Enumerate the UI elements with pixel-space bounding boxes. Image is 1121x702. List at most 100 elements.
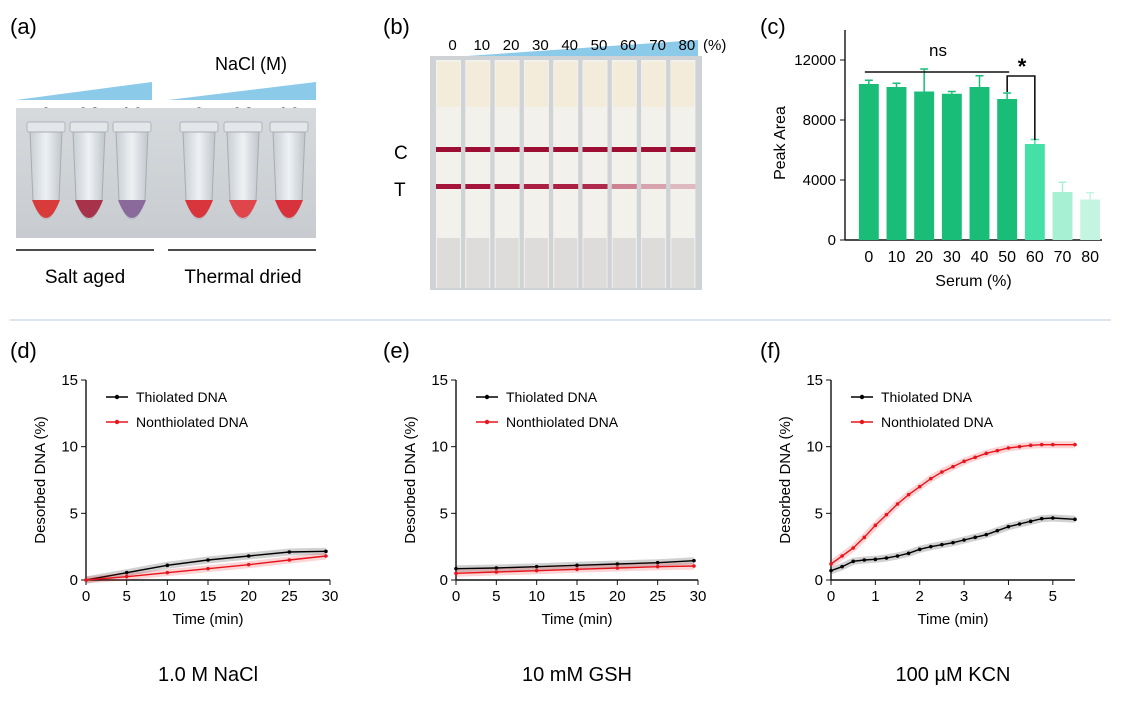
data-point <box>246 554 251 558</box>
test-line <box>436 184 461 189</box>
data-point <box>1006 524 1011 529</box>
tube-cap <box>179 121 219 133</box>
data-point <box>1028 519 1033 524</box>
tube-cap <box>69 121 109 133</box>
data-point <box>829 568 833 573</box>
strip-absorbent-pad <box>612 238 636 288</box>
x-tick-label: 5 <box>1049 588 1057 605</box>
x-tick-label: 5 <box>122 588 130 605</box>
data-point <box>1073 442 1077 447</box>
strip-sample-pad <box>437 62 460 107</box>
data-point <box>851 546 855 550</box>
data-point <box>984 451 989 456</box>
percent-label: 0 <box>448 37 456 54</box>
control-line <box>611 147 637 152</box>
gradient-wedge-thermal <box>168 82 316 100</box>
y-tick-label: 0 <box>440 572 448 589</box>
data-point <box>615 566 620 570</box>
strips <box>436 60 696 288</box>
control-line <box>582 147 608 152</box>
tube-cap <box>269 121 309 133</box>
test-line <box>553 184 579 189</box>
data-point <box>984 532 989 537</box>
gradient-wedge-salt <box>16 82 152 100</box>
x-tick-label: 25 <box>649 588 666 605</box>
data-point <box>1051 442 1055 447</box>
control-line <box>436 147 461 152</box>
data-point <box>165 563 170 568</box>
strip-sample-pad <box>583 62 607 107</box>
data-point <box>287 558 292 562</box>
strip-absorbent-pad <box>437 238 460 288</box>
legend-label: Nonthiolated DNA <box>136 414 249 430</box>
x-tick-label: 60 <box>1026 249 1044 266</box>
data-point <box>165 570 170 575</box>
data-point <box>862 558 867 562</box>
data-point <box>287 550 292 554</box>
test-line <box>465 184 491 189</box>
data-point <box>929 476 933 481</box>
percent-label: 70 <box>649 37 666 54</box>
strip-sample-pad <box>466 62 490 107</box>
strip-absorbent-pad <box>642 238 666 288</box>
data-point <box>995 448 1000 453</box>
percent-label: 60 <box>620 37 637 54</box>
tube-cap <box>223 121 263 133</box>
x-tick-label: 50 <box>998 249 1016 266</box>
test-line <box>611 184 637 189</box>
panel-a: NaCl (M) 00.31.0 00.31.0 Salt aged Therm… <box>16 54 316 288</box>
data-point <box>124 574 129 579</box>
condition-label: 10 mM GSH <box>522 664 632 686</box>
panel-label-a: (a) <box>10 14 37 39</box>
data-point <box>84 578 88 582</box>
x-axis-title: Time (min) <box>541 611 612 628</box>
panel-label-e: (e) <box>383 338 410 363</box>
condition-label: 100 µM KCN <box>896 664 1011 686</box>
panel-f-line-chart: 0 5 10 15 0 1 2 3 4 5 Time (min) Desorbed DNA (%) Th… <box>777 372 1077 686</box>
x-tick-label: 20 <box>915 249 933 266</box>
data-point <box>862 535 867 540</box>
legend-marker <box>114 394 120 400</box>
strip-sample-pad <box>524 62 548 107</box>
x-axis-title: Serum (%) <box>935 273 1011 290</box>
percent-labels: 0 10 20 30 40 50 60 70 80 <box>448 37 695 54</box>
data-point <box>692 564 696 568</box>
data-point <box>884 512 889 517</box>
y-tick-label: 8000 <box>803 112 836 129</box>
tube-solution <box>75 200 103 218</box>
x-tick-label: 80 <box>1081 249 1099 266</box>
data-point <box>940 542 944 547</box>
x-tick-label: 2 <box>916 588 924 605</box>
y-tick-label: 15 <box>61 372 78 389</box>
data-point <box>1039 516 1044 521</box>
y-tick-label: 4000 <box>803 172 836 189</box>
x-tick-label: 15 <box>569 588 586 605</box>
control-line-label: C <box>394 143 408 164</box>
control-line <box>465 147 491 152</box>
bar <box>1024 144 1045 240</box>
data-point <box>873 557 878 562</box>
panel-b: 0 10 20 30 40 50 60 70 80 (%) C T <box>394 37 726 290</box>
test-line <box>670 184 696 189</box>
legend-label: Thiolated DNA <box>136 389 228 405</box>
strip-absorbent-pad <box>466 238 490 288</box>
condition-label: 1.0 M NaCl <box>158 664 258 686</box>
group-label-salt: Salt aged <box>45 267 125 288</box>
strip-sample-pad <box>642 62 666 107</box>
y-axis-title: Desorbed DNA (%) <box>402 416 419 544</box>
data-point <box>917 547 922 552</box>
x-tick-label: 10 <box>159 588 176 605</box>
data-point <box>1028 443 1033 448</box>
data-point <box>494 566 499 570</box>
strip-absorbent-pad <box>524 238 548 288</box>
data-point <box>873 523 878 528</box>
x-axis-title: Time (min) <box>917 611 988 628</box>
data-point <box>840 554 844 558</box>
strip-absorbent-pad <box>495 238 519 288</box>
y-axis-title: Desorbed DNA (%) <box>32 416 49 544</box>
data-point <box>1017 522 1022 526</box>
y-tick-label: 12000 <box>794 52 836 69</box>
data-point <box>962 459 966 464</box>
data-point <box>575 563 579 568</box>
